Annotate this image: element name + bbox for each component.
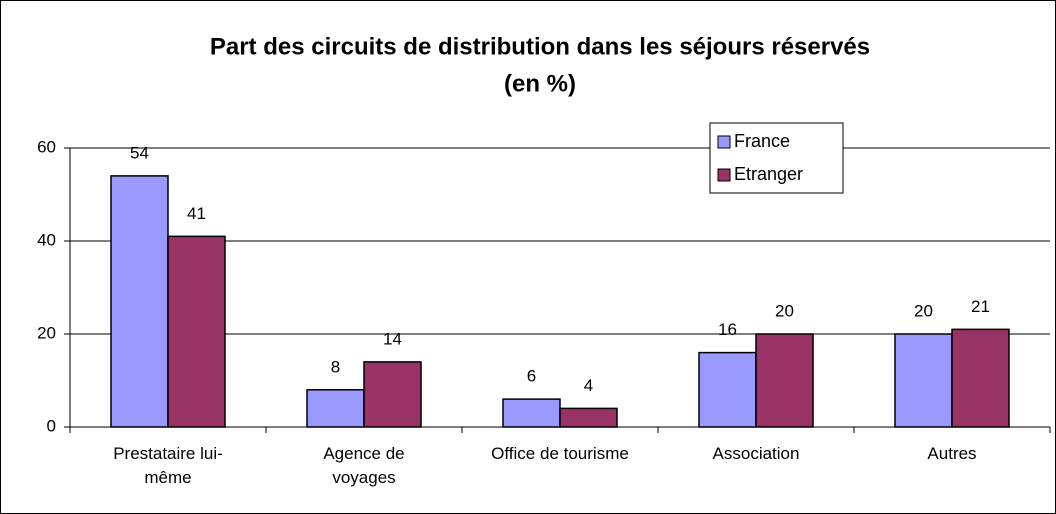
data-label: 21 xyxy=(971,297,990,316)
data-label: 20 xyxy=(775,301,794,320)
bar xyxy=(951,328,1010,428)
y-tick-label: 60 xyxy=(37,137,56,156)
x-tick-label: Agence de voyages xyxy=(323,444,405,487)
bar xyxy=(559,407,618,428)
data-label: 16 xyxy=(718,320,737,339)
data-label: 54 xyxy=(130,143,149,162)
data-label: 20 xyxy=(914,301,933,320)
legend-label: France xyxy=(734,131,790,151)
bar xyxy=(306,389,365,428)
data-label: 6 xyxy=(527,367,536,386)
y-tick-label: 40 xyxy=(37,230,56,249)
chart-title: (en %) xyxy=(504,70,576,97)
data-label: 8 xyxy=(331,357,340,376)
bar xyxy=(167,235,226,428)
bar xyxy=(502,398,561,428)
x-tick-label: Office de tourisme xyxy=(491,444,629,463)
data-label: 41 xyxy=(187,204,206,223)
legend-swatch xyxy=(717,135,731,149)
bar xyxy=(110,175,169,428)
bar xyxy=(698,351,757,428)
legend-label: Etranger xyxy=(734,164,803,184)
bar xyxy=(755,333,814,428)
chart-title: Part des circuits de distribution dans l… xyxy=(210,33,870,60)
y-tick-label: 0 xyxy=(47,416,56,435)
bar xyxy=(363,361,422,428)
bar xyxy=(894,333,953,428)
data-label: 14 xyxy=(383,329,402,348)
legend-box xyxy=(709,122,844,194)
legend-swatch xyxy=(717,168,731,182)
data-label: 4 xyxy=(584,376,593,395)
x-tick-label: Autres xyxy=(927,444,977,463)
x-tick-label: Association xyxy=(712,444,800,463)
x-tick-label: Prestataire lui-même xyxy=(113,444,223,487)
y-tick-label: 20 xyxy=(37,323,56,342)
